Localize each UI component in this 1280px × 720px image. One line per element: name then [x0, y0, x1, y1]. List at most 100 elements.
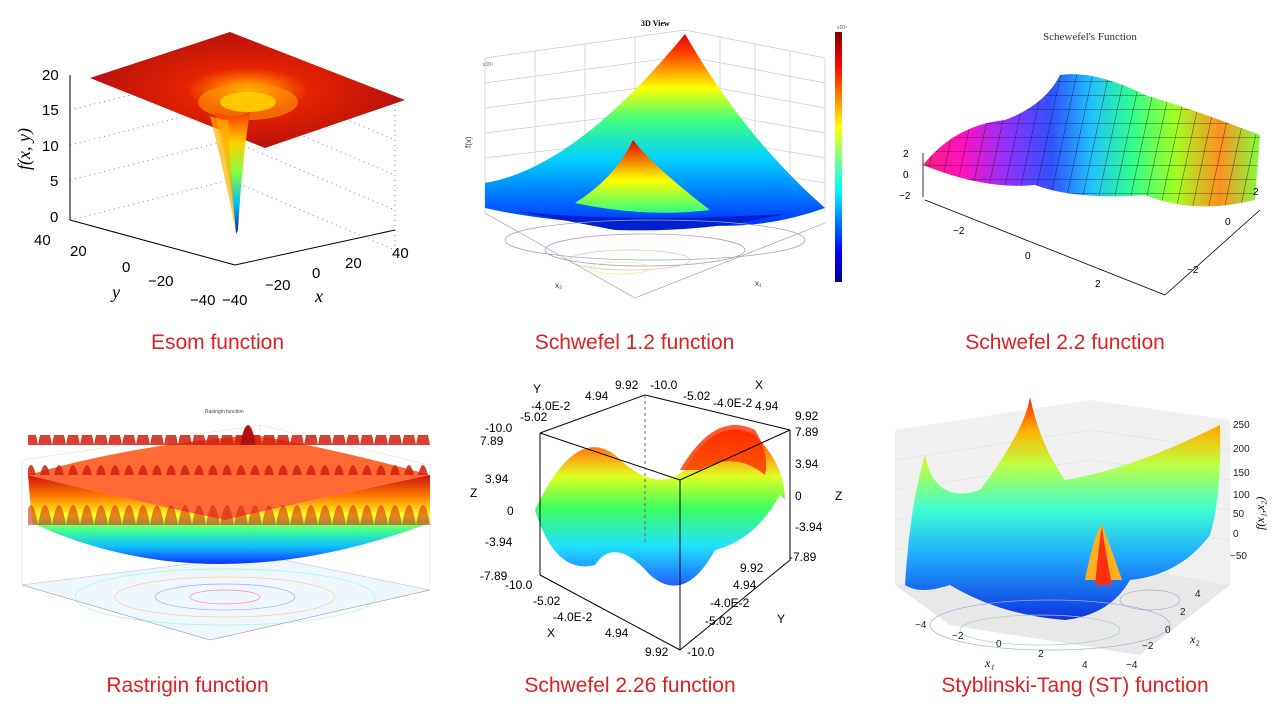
s226-tick: 4.94 — [605, 626, 629, 640]
s226-tick: -4.0E-2 — [553, 610, 593, 624]
s226-tick: 9.92 — [740, 561, 764, 575]
esom-xtick: −20 — [265, 277, 290, 294]
s226-tick: 9.92 — [615, 378, 639, 392]
s226-tick: 4.94 — [733, 578, 757, 592]
st-ztick: −50 — [1230, 551, 1247, 562]
st-ztick: 250 — [1233, 420, 1250, 431]
schwefel12-colorbar — [835, 32, 842, 282]
st-ytick: 0 — [1165, 625, 1171, 636]
s226-tick: -5.02 — [520, 410, 548, 424]
st-xtick: 2 — [1038, 649, 1044, 660]
schwefel22-xtick: −2 — [953, 226, 965, 237]
esom-xtick: 40 — [392, 245, 409, 262]
caption-st: Styblinski-Tang (ST) function — [941, 674, 1209, 697]
s226-tick: -5.02 — [533, 594, 561, 608]
s226-tick: 4.94 — [755, 399, 779, 413]
s226-tick: 7.89 — [480, 434, 504, 448]
s226-ylabel-top: Y — [533, 382, 541, 396]
esom-xtick: 20 — [345, 255, 362, 272]
schwefel226-plot: Y X Z Z X Y 9.92 4.94 -4.0E-2 -5.02 -10.… — [470, 378, 842, 659]
st-zlabel: f(x₁,x₂) — [1253, 497, 1267, 530]
esom-plot: 20 15 10 5 0 40 20 0 −20 −40 −40 −20 0 2… — [14, 32, 409, 309]
esom-ztick: 10 — [42, 138, 59, 155]
s226-tick: -10.0 — [485, 421, 513, 435]
st-xtick: −2 — [952, 631, 964, 642]
esom-ytick: 20 — [70, 243, 87, 260]
s226-tick: -4.0E-2 — [531, 399, 571, 413]
svg-text:x10⁴: x10⁴ — [837, 25, 847, 31]
schwefel12-plot: 3D View x10⁴ f(x) x₂ x₁ x10⁴ — [464, 19, 847, 298]
schwefel12-xlabel: x₁ — [755, 279, 762, 288]
caption-schwefel226: Schwefel 2.26 function — [524, 674, 736, 697]
st-ztick: 150 — [1233, 468, 1250, 479]
schwefel22-title: Schewefel's Function — [1043, 31, 1137, 43]
schwefel12-zlabel: f(x) — [464, 136, 473, 148]
schwefel22-ztick: −2 — [899, 191, 911, 202]
st-xtick: −4 — [915, 620, 927, 631]
schwefel22-ztick: 0 — [903, 170, 909, 181]
s226-tick: -3.94 — [485, 535, 513, 549]
s226-tick: 3.94 — [485, 472, 509, 486]
s226-tick: -3.94 — [795, 520, 823, 534]
esom-ztick: 15 — [42, 102, 59, 119]
st-ztick: 200 — [1233, 444, 1250, 455]
caption-schwefel12: Schwefel 1.2 function — [534, 331, 735, 354]
st-xtick: 4 — [1082, 660, 1088, 670]
s226-tick: 3.94 — [795, 457, 819, 471]
st-ylabel: x₂ — [1189, 632, 1200, 646]
esom-ytick: 0 — [122, 259, 130, 276]
esom-ylabel: y — [110, 282, 120, 302]
schwefel22-ytick: 0 — [1225, 217, 1231, 228]
esom-xlabel: x — [314, 286, 323, 306]
s226-tick: -7.89 — [480, 569, 508, 583]
s226-tick: -7.89 — [789, 550, 817, 564]
s226-ylabel-bottom: Y — [777, 612, 785, 626]
schwefel12-ylabel: x₂ — [555, 281, 562, 290]
esom-ytick: −20 — [148, 273, 173, 290]
s226-xlabel-bottom: X — [547, 626, 555, 640]
s226-tick: 0 — [507, 504, 514, 518]
esom-ztick: 20 — [42, 67, 59, 84]
esom-ztick: 5 — [50, 173, 58, 190]
st-ytick: 2 — [1180, 607, 1186, 618]
s226-tick: -10.0 — [505, 578, 533, 592]
s226-tick: -5.02 — [705, 614, 733, 628]
schwefel22-ztick: 2 — [903, 149, 909, 160]
s226-tick: 7.89 — [795, 425, 819, 439]
esom-ytick: −40 — [190, 292, 215, 309]
s226-tick: -4.0E-2 — [713, 396, 753, 410]
st-plot: 250 200 150 100 50 0 −50 −4 −2 0 2 4 4 2… — [894, 397, 1267, 670]
st-ztick: 0 — [1233, 529, 1239, 540]
caption-esom: Esom function — [150, 331, 285, 354]
schwefel22-ytick: 2 — [1253, 187, 1259, 198]
schwefel12-zscale: x10⁴ — [483, 62, 493, 68]
st-ytick: 4 — [1195, 589, 1201, 600]
s226-tick: 9.92 — [645, 645, 669, 659]
s226-tick: 4.94 — [585, 389, 609, 403]
rastrigin-plot: Rastrigin function — [21, 409, 431, 641]
schwefel22-xtick: 2 — [1095, 279, 1101, 290]
caption-rastrigin: Rastrigin function — [106, 674, 269, 697]
s226-zlabel-right: Z — [835, 489, 842, 503]
st-ytick: −4 — [1126, 660, 1138, 670]
caption-schwefel22: Schwefel 2.2 function — [965, 331, 1165, 354]
st-ztick: 50 — [1233, 509, 1245, 520]
s226-xlabel-top: X — [755, 378, 763, 392]
schwefel22-ytick: −2 — [1187, 265, 1199, 276]
schwefel12-title: 3D View — [641, 19, 670, 28]
s226-tick: -5.02 — [683, 389, 711, 403]
esom-xtick: −40 — [222, 292, 247, 309]
s226-tick: -10.0 — [687, 645, 715, 659]
s226-tick: 9.92 — [795, 409, 819, 423]
st-xlabel: x₁ — [984, 656, 995, 670]
esom-ytick: 40 — [34, 232, 51, 249]
s226-zlabel-left: Z — [470, 486, 477, 500]
s226-tick: -10.0 — [650, 378, 678, 392]
schwefel22-plot: Schewefel's Function 2 0 −2 −2 0 2 2 0 −… — [899, 31, 1261, 296]
s226-tick: 0 — [795, 489, 802, 503]
st-xtick: 0 — [996, 639, 1002, 650]
esom-zlabel: f(x, y) — [14, 128, 35, 170]
esom-ztick: 0 — [50, 209, 58, 226]
st-ztick: 100 — [1233, 490, 1250, 501]
rastrigin-title: Rastrigin function — [205, 409, 244, 415]
